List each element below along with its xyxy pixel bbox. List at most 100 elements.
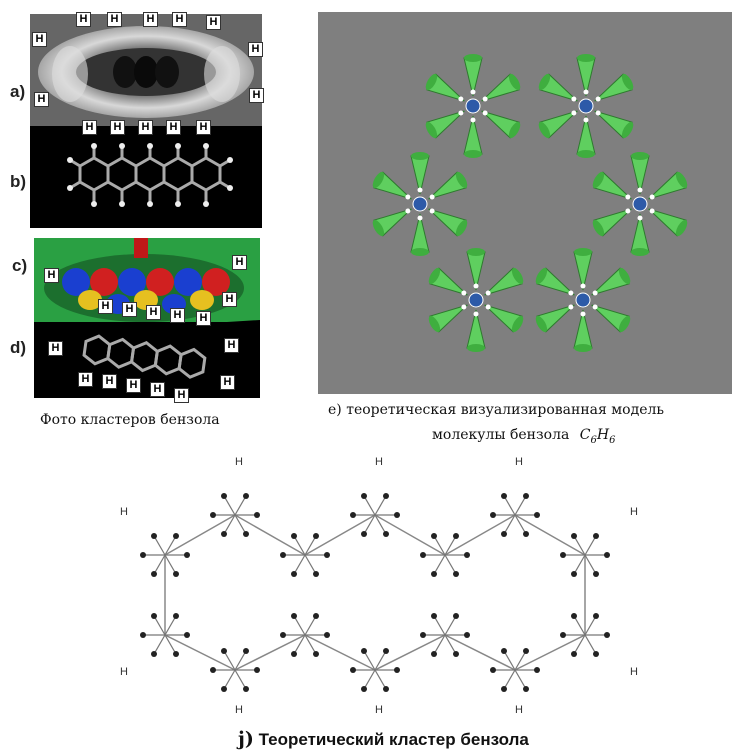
panel-d-molecule (82, 334, 207, 379)
caption-j-letter: j) (238, 728, 254, 750)
spoke (374, 495, 387, 516)
atom-dot (571, 651, 577, 658)
benzene-molecule (592, 152, 688, 256)
formula: C6H6 (579, 427, 616, 446)
spoke (573, 615, 586, 636)
hydrogen-atom (625, 208, 631, 214)
panel-a-image (30, 14, 262, 126)
h-atom-label: H (235, 704, 243, 716)
benzene-star (210, 492, 260, 538)
benzene-molecule (538, 54, 634, 158)
cone-cap (372, 219, 385, 237)
hydrogen-atom (473, 283, 479, 289)
cone-cap (592, 219, 605, 237)
cone-cap (574, 248, 592, 256)
bond-line (444, 514, 516, 556)
spoke (293, 615, 306, 636)
atom-dot (221, 686, 227, 693)
atom-dot (464, 632, 470, 638)
atom-dot (151, 612, 157, 619)
atom-dot (140, 552, 146, 558)
benzene-star (280, 612, 330, 658)
panel-a-graphic (30, 14, 262, 126)
cone-cap (411, 152, 429, 160)
caption-j-text: Теоретический кластер бензола (253, 730, 529, 749)
hydrogen-atom (637, 187, 643, 193)
carbon-ring (468, 292, 484, 308)
hydrogen-atom (429, 208, 435, 214)
atom-dot (243, 686, 249, 693)
atom-dot (291, 651, 297, 658)
hydrogen-atom (429, 194, 435, 200)
spoke (514, 514, 527, 535)
cone-cap (467, 248, 485, 256)
atom-dot (453, 651, 459, 658)
atom-dot (243, 492, 249, 499)
cone-cap (425, 121, 438, 139)
atom-dot (243, 647, 249, 654)
bond-line (514, 634, 586, 671)
caption-e-line2: молекулы бензола C6H6 (432, 427, 615, 446)
spoke (433, 554, 446, 575)
spoke (164, 615, 177, 636)
atom-dot (313, 612, 319, 619)
h-atom-label: H (220, 375, 235, 390)
spoke (573, 634, 586, 655)
h-atom-label: H (122, 302, 137, 317)
h-atom-label: H (120, 666, 128, 678)
cone-cap (631, 152, 649, 160)
h-atom-label: H (110, 120, 125, 135)
atom-dot (431, 651, 437, 658)
hydrogen-atom (583, 117, 589, 123)
label-a: a) (10, 82, 26, 101)
spoke (514, 669, 527, 690)
spoke (164, 634, 177, 655)
atom-dot (324, 552, 330, 558)
atom-dot (571, 612, 577, 619)
spoke (433, 615, 446, 636)
spoke (363, 669, 376, 690)
spoke (503, 669, 516, 690)
benzene-star (560, 532, 610, 578)
caption-e-line2-text: молекулы бензола (432, 427, 570, 443)
panel-e-model (372, 54, 688, 352)
atom-dot (453, 571, 459, 578)
cone-cap (511, 267, 524, 285)
atom-dot (464, 552, 470, 558)
atom-dot (313, 571, 319, 578)
cone-cap (574, 344, 592, 352)
benzene-star (280, 532, 330, 578)
cone-cap (675, 219, 688, 237)
h-atom-label: H (224, 338, 239, 353)
hydrogen-atom (458, 110, 464, 116)
spoke (304, 554, 317, 575)
cone-cap (631, 248, 649, 256)
hydrogen-atom (417, 215, 423, 221)
h-atom-label: H (102, 374, 117, 389)
spoke (363, 514, 376, 535)
atom-dot (184, 632, 190, 638)
spoke (584, 554, 597, 575)
atom-dot (490, 667, 496, 673)
hydrogen-atom (405, 208, 411, 214)
cone-cap (455, 219, 468, 237)
h-atom-label: H (375, 456, 383, 468)
cone-cap (455, 171, 468, 189)
hydrogen-atom (568, 304, 574, 310)
hydrogen-atom (461, 304, 467, 310)
atom-dot (394, 512, 400, 518)
atom-dot (501, 647, 507, 654)
carbon-ring (412, 196, 428, 212)
atom-dot (394, 667, 400, 673)
spoke (514, 650, 527, 671)
atom-dot (604, 552, 610, 558)
cone-cap (511, 315, 524, 333)
benzene-star (350, 647, 400, 693)
spoke (223, 650, 236, 671)
h-atom-label: H (138, 120, 153, 135)
h-atom-label: H (248, 42, 263, 57)
spoke (444, 554, 457, 575)
caption-j: j) Теоретический кластер бензола (238, 728, 529, 750)
atom-dot (361, 531, 367, 538)
spoke (503, 650, 516, 671)
